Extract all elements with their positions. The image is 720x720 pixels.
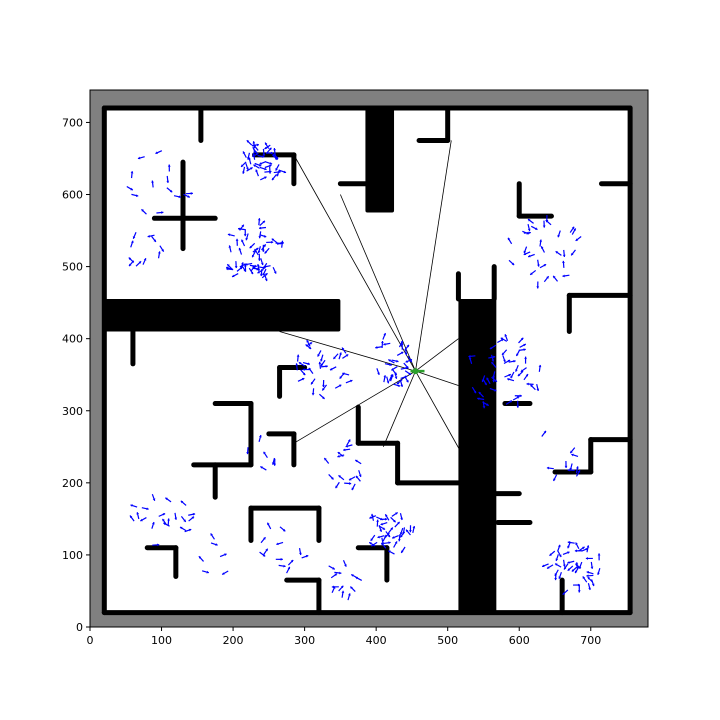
axes-area [90, 90, 648, 627]
obstacle-block [104, 299, 340, 331]
y-tick-label: 400 [62, 333, 83, 346]
x-tick-label: 0 [87, 634, 94, 647]
x-tick-label: 400 [366, 634, 387, 647]
x-tick-label: 300 [294, 634, 315, 647]
x-tick-label: 500 [437, 634, 458, 647]
y-tick-label: 500 [62, 261, 83, 274]
x-axis: 0 100 200 300 400 500 600 700 [87, 627, 602, 647]
y-tick-label: 0 [76, 621, 83, 634]
obstacle-block [458, 299, 496, 613]
x-tick-label: 100 [151, 634, 172, 647]
obstacle-block [365, 108, 394, 213]
y-axis: 0 100 200 300 400 500 600 700 [62, 116, 90, 634]
x-tick-label: 200 [223, 634, 244, 647]
y-tick-label: 600 [62, 189, 83, 202]
x-tick-label: 600 [509, 634, 530, 647]
y-tick-label: 100 [62, 549, 83, 562]
y-tick-label: 200 [62, 477, 83, 490]
y-tick-label: 700 [62, 116, 83, 129]
y-tick-label: 300 [62, 405, 83, 418]
x-tick-label: 700 [580, 634, 601, 647]
robot-position [413, 368, 419, 374]
